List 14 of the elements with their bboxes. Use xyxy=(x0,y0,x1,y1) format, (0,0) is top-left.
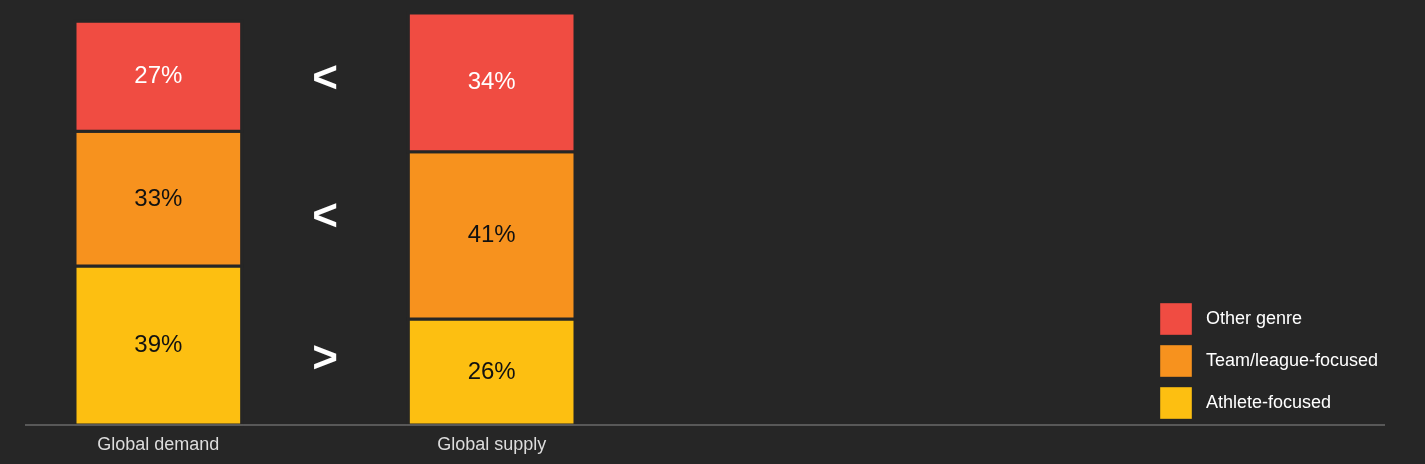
x-tick-label: Global supply xyxy=(437,433,547,454)
data-label: 34% xyxy=(467,67,516,95)
annotation: < xyxy=(312,189,338,239)
legend-label: Team/league-focused xyxy=(1206,350,1379,370)
data-label: 26% xyxy=(467,356,516,384)
legend-label: Athlete-focused xyxy=(1206,392,1332,412)
legend-label: Other genre xyxy=(1206,308,1303,328)
annotation: > xyxy=(312,331,338,381)
x-tick-label: Global demand xyxy=(97,433,220,454)
data-label: 33% xyxy=(134,183,183,211)
data-label: 27% xyxy=(134,61,183,89)
annotation: < xyxy=(312,52,338,102)
data-label: 41% xyxy=(467,220,516,248)
data-label: 39% xyxy=(134,330,183,358)
